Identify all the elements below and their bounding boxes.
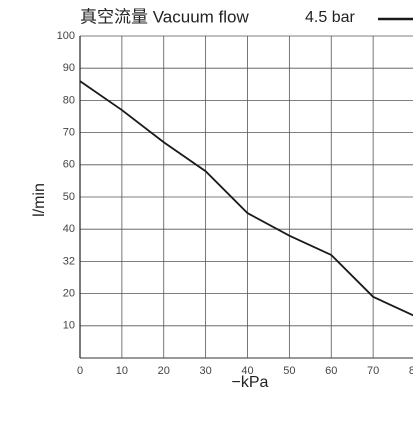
chart-title: 真空流量 Vacuum flow	[80, 7, 250, 26]
x-tick-label: 50	[283, 365, 295, 377]
y-tick-label: 60	[63, 159, 75, 171]
x-tick-label: 20	[158, 365, 170, 377]
y-tick-label: 90	[63, 62, 75, 74]
x-tick-label: 30	[200, 365, 212, 377]
x-tick-label: 80	[409, 365, 413, 377]
x-tick-label: 60	[325, 365, 337, 377]
y-tick-label: 40	[63, 223, 75, 235]
y-tick-label: 100	[57, 30, 75, 42]
y-tick-label: 10	[63, 320, 75, 332]
y-tick-label: 20	[63, 288, 75, 300]
y-tick-label: 70	[63, 127, 75, 139]
data-line	[79, 80, 413, 317]
x-tick-label: 40	[241, 365, 253, 377]
y-tick-label: 50	[63, 191, 75, 203]
y-tick-label: 32	[63, 255, 75, 267]
y-axis-label: l/min	[31, 183, 48, 217]
x-axis-label: −kPa	[232, 374, 269, 391]
x-tick-label: 10	[116, 365, 128, 377]
x-tick-label: 70	[367, 365, 379, 377]
legend-label: 4.5 bar	[305, 9, 355, 26]
y-tick-label: 80	[63, 94, 75, 106]
x-tick-label: 0	[77, 365, 83, 377]
